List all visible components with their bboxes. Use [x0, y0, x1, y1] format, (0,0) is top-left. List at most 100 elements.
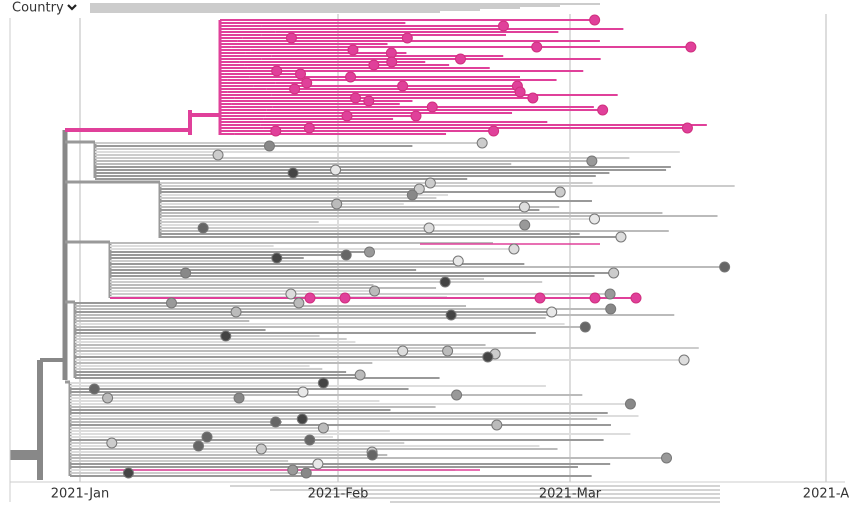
tip	[624, 398, 636, 410]
tip	[270, 125, 282, 137]
tip	[300, 467, 312, 479]
axis-tick-label: 2021-A	[803, 487, 849, 502]
tips	[88, 14, 731, 479]
tip	[482, 351, 494, 363]
tip	[413, 183, 425, 195]
tip	[230, 306, 242, 318]
tip	[491, 419, 503, 431]
color-by-dropdown[interactable]: Country	[12, 1, 64, 16]
tip	[363, 95, 375, 107]
tip	[534, 292, 546, 304]
tip	[317, 377, 329, 389]
tip	[285, 32, 297, 44]
tip	[661, 452, 673, 464]
tip	[220, 330, 232, 342]
tip	[263, 140, 275, 152]
tip	[608, 267, 620, 279]
axis-tick-label: 2021-Jan	[51, 487, 110, 502]
tip	[102, 392, 114, 404]
tip	[546, 306, 558, 318]
tip	[304, 292, 316, 304]
tip	[497, 20, 509, 32]
tip	[287, 167, 299, 179]
tip	[452, 255, 464, 267]
tip	[410, 110, 422, 122]
tip	[270, 416, 282, 428]
tip	[165, 297, 177, 309]
tip	[589, 14, 601, 26]
tip	[312, 458, 324, 470]
tip	[424, 177, 436, 189]
tip	[406, 189, 418, 201]
tip	[426, 101, 438, 113]
tip	[579, 321, 591, 333]
tip	[445, 309, 457, 321]
tip	[514, 86, 526, 98]
tip	[589, 292, 601, 304]
tip	[354, 369, 366, 381]
tip	[331, 198, 343, 210]
tip	[296, 413, 308, 425]
tip	[304, 434, 316, 446]
tip	[317, 422, 329, 434]
tip	[363, 246, 375, 258]
tip	[681, 122, 693, 134]
tip	[106, 437, 118, 449]
tip	[678, 354, 690, 366]
tip	[589, 213, 601, 225]
tip	[397, 345, 409, 357]
tip	[180, 267, 192, 279]
tip	[476, 137, 488, 149]
tip	[287, 464, 299, 476]
tip	[719, 261, 731, 273]
tip	[385, 47, 397, 59]
tip	[350, 92, 362, 104]
tip	[303, 122, 315, 134]
tip	[597, 104, 609, 116]
tip	[508, 243, 520, 255]
tip	[368, 59, 380, 71]
tip	[340, 249, 352, 261]
tip	[366, 449, 378, 461]
tip	[615, 231, 627, 243]
tip	[386, 56, 398, 68]
tip	[122, 467, 134, 479]
tip	[488, 125, 500, 137]
tip	[255, 443, 267, 455]
tip	[201, 431, 213, 443]
tip	[297, 386, 309, 398]
tip	[293, 297, 305, 309]
tip	[233, 392, 245, 404]
tip	[88, 383, 100, 395]
tip	[345, 71, 357, 83]
tip	[630, 292, 642, 304]
tip	[401, 32, 413, 44]
axis-tick-label: 2021-Feb	[308, 487, 369, 502]
tip	[685, 41, 697, 53]
tip	[518, 201, 530, 213]
tip	[341, 110, 353, 122]
tip	[271, 252, 283, 264]
tip	[285, 288, 297, 300]
tip	[451, 389, 463, 401]
tip	[604, 288, 616, 300]
tip	[197, 222, 209, 234]
tip	[339, 292, 351, 304]
tip	[347, 44, 359, 56]
axis-labels: 2021-Jan 2021-Feb 2021-Mar 2021-A	[51, 487, 850, 502]
tip	[605, 303, 617, 315]
tip	[423, 222, 435, 234]
tip	[554, 186, 566, 198]
tip	[295, 68, 307, 80]
tip	[369, 285, 381, 297]
tip	[330, 164, 342, 176]
dropdown-chevron[interactable]	[67, 4, 77, 11]
control-bg	[0, 0, 90, 18]
tip	[397, 80, 409, 92]
grid	[79, 3, 827, 503]
tip	[271, 65, 283, 77]
tip	[519, 219, 531, 231]
tip	[439, 276, 451, 288]
